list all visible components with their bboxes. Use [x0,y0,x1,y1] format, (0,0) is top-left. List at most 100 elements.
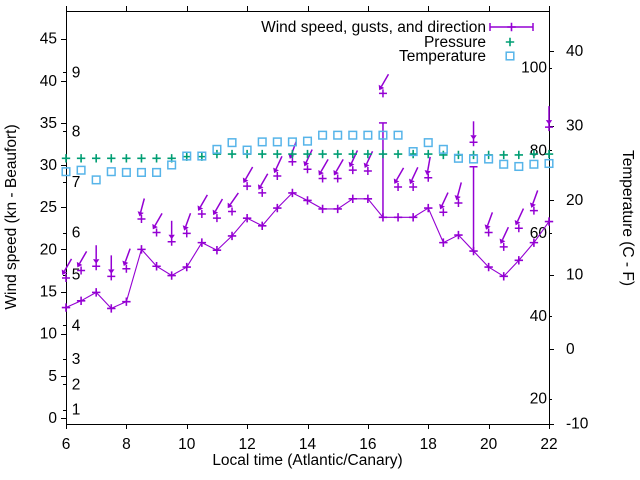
legend-sample-square [505,51,515,61]
arrow-shaft [154,213,163,226]
beaufort-label: 7 [72,174,81,191]
pressure-point [499,150,508,160]
arrow-head [197,205,204,211]
pressure-point [424,149,433,159]
wind-gust-point [454,199,463,208]
arrow-head [152,223,158,230]
arrow-shaft [124,248,131,263]
pressure-point [333,149,342,159]
wind-direction-arrows [61,73,553,275]
arrow-shaft [395,167,405,181]
y-right-tick-label: 20 [566,192,584,209]
wind-gust-point [514,224,523,233]
wind-speed-point [212,246,222,255]
wind-speed-point [288,188,297,198]
y-left-tick-label: 40 [40,73,58,90]
arrow-shaft [335,159,344,172]
pressure-point [529,149,539,159]
wind-gust-point [409,182,418,191]
arrow-shaft [229,192,239,205]
arrow-head [333,169,339,176]
wind-speed-point [61,303,71,312]
beaufort-label: 5 [72,267,81,284]
beaufort-scale-labels: 1 2 3 4 5 6 7 8 9 [72,64,81,418]
pressure-point [61,154,71,163]
beaufort-label: 6 [72,225,81,242]
temperature-point [468,154,479,164]
wind-speed-point [227,231,237,241]
y-left-tick-label: 5 [48,368,57,385]
arrow-head [529,202,536,208]
temperature-point [378,130,388,140]
pressure-point [91,154,101,163]
arrow-shaft [516,208,525,222]
temperature-point [438,144,448,154]
beaufort-label: 2 [72,376,81,393]
x-tick-label: 12 [239,436,256,453]
wind-speed-point [424,203,433,213]
pressure-point [137,154,146,163]
left-axis-title: Wind speed (kn - Beaufort) [3,124,20,309]
pressure-point [273,149,282,159]
y-left-tick-label: 0 [48,410,57,427]
arrow-head [470,135,477,140]
arrow-shaft [456,182,463,197]
y-left-tick-label: 15 [40,284,57,301]
temperature-point [272,137,282,147]
arrow-head [424,170,431,176]
pressure-point [122,154,131,163]
arrow-head [408,178,415,185]
fahrenheit-label: 100 [521,60,547,77]
wind-gust-point [378,89,387,98]
arrow-shaft [63,258,73,272]
wind-gust-point [439,208,448,217]
y-left-tick-label: 30 [40,157,58,174]
pressure-point [288,149,297,159]
pressure-point [227,149,237,159]
temperature-point [363,130,373,140]
arrow-shaft [320,159,329,172]
wind-gust-point [288,157,297,166]
wind-gust-point [77,266,86,275]
legend-label: Temperature [399,48,486,65]
arrow-shaft [532,190,539,204]
wind-speed-point [439,238,448,247]
pressure-point [258,149,267,159]
pressure-point [318,149,327,159]
wind-gust-point [303,165,312,174]
y-left-tick-label: 45 [40,31,57,48]
arrow-shaft [214,198,224,212]
arrow-head [182,225,189,231]
wind-gust-point [137,215,146,224]
arrow-head [273,167,279,174]
temperature-point [484,154,494,164]
gust-errorbars [378,122,478,252]
arrow-shaft [185,212,192,227]
wind-gust-point [62,274,70,283]
arrow-head [76,261,83,268]
wind-gust-point [258,188,267,197]
arrow-shaft [501,226,510,241]
x-tick-label: 10 [178,436,196,453]
arrow-head [318,169,324,176]
wind-speed-point [393,213,403,222]
fahrenheit-label: 20 [530,391,548,408]
wind-speed-point [484,262,493,272]
arrow-head [514,219,521,226]
wind-speed-point [122,297,131,306]
arrow-shaft [305,149,313,163]
y-right-tick-label: -10 [566,416,589,433]
y-left-tick-label: 10 [40,326,58,343]
pressure-point [378,149,388,159]
temperature-point [197,151,207,161]
wind-speed-point [318,204,327,214]
arrow-shaft [411,166,419,181]
arrow-head [393,178,400,184]
wind-speed-series [61,188,554,313]
wind-gust-markers [62,89,553,283]
temperature-point [136,167,147,177]
wind-speed-point [303,196,312,205]
arrow-head [484,224,491,230]
wind-speed-point [499,272,508,281]
